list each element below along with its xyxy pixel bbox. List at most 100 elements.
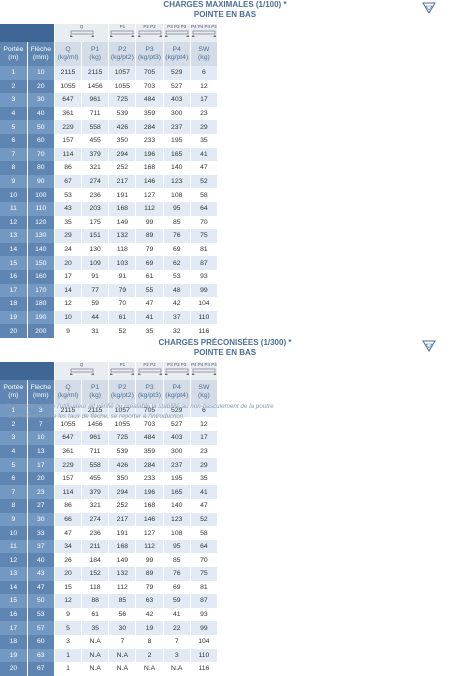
cell: 1055 [54,79,83,94]
data-row: 4 13 361 711 539 359 300 23 [0,444,219,459]
cell: 195 [163,471,191,486]
header-name: Q [65,46,71,53]
header-unit: (kg/ml) [57,391,79,399]
cell: 168 [135,499,164,513]
cell: 403 [163,431,191,445]
cell: 13 [27,444,55,459]
cell: 484 [135,431,164,445]
cell: 79 [135,580,164,595]
cell: 647 [54,431,83,445]
header-unit: (kg/pt2) [110,391,134,399]
cell: 53 [163,269,191,284]
cell: 43 [27,567,55,581]
triangle-icon [422,340,436,352]
cell: 23 [190,444,219,459]
cell: 69 [163,242,191,257]
cell: 43 [54,201,83,216]
cell: 79 [135,242,164,257]
triangle-icon [422,2,436,14]
cell: 539 [108,106,137,121]
cell: 63 [135,594,164,608]
cell: 361 [54,106,83,121]
cell: 8 [0,161,28,175]
cell: 229 [54,458,83,472]
data-row: 5 50 229 558 426 284 237 29 [0,120,219,134]
header-name: P3 [145,46,154,53]
cell: 112 [108,580,137,595]
cell: 70 [108,297,137,311]
header-unit: (kg/pt4) [165,391,189,399]
cell: 18 [0,297,28,311]
data-row: 14 47 15 118 112 79 69 81 [0,580,219,595]
cell: 63 [27,648,55,663]
cell: 69 [135,256,164,270]
cell: 50 [27,594,55,608]
data-row: 6 60 157 455 350 233 195 35 [0,133,219,148]
header-cell: P4 (kg/pt4) [163,379,191,404]
cell: 157 [54,471,83,486]
icon-cell [0,361,55,380]
cell: 7 [27,417,55,432]
cell: 300 [163,106,191,121]
icon-label: Q [79,24,84,29]
cell: 3 [163,648,191,663]
cell: 10 [0,526,28,540]
cell: 7 [0,147,28,162]
header-cell: P3 (kg/pt3) [135,42,164,66]
cell: 90 [27,174,55,189]
cell: 42 [135,607,164,622]
cell: 108 [163,526,191,540]
cell: 50 [27,120,55,134]
cell: 70 [27,147,55,162]
data-row: 8 27 86 321 252 168 140 47 [0,499,219,513]
cell: 132 [108,567,137,581]
header-cell: P2 (kg/pt2) [108,379,137,404]
cell: 85 [163,553,191,567]
header-unit: (mm) [32,391,49,399]
cell: 203 [81,201,110,216]
cell: 67 [54,174,83,189]
cell: 529 [163,403,191,418]
cell: N.A [108,648,137,663]
cell: 284 [135,120,164,134]
data-row: 2 20 1055 1456 1055 703 527 12 [0,79,219,94]
data-row: 2 7 1055 1456 1055 703 527 12 [0,417,219,432]
cell: 41 [190,147,219,162]
cell: 93 [190,269,219,284]
subtitle: POINTE EN BAS [193,10,257,19]
header-unit: (kg) [198,54,210,61]
data-row: 14 140 24 130 118 79 69 81 [0,242,219,257]
cell: 379 [81,147,110,162]
cell: 217 [108,174,137,189]
cell: 37 [163,310,191,325]
cell: 47 [190,499,219,513]
data-row: 10 33 47 236 191 127 108 58 [0,526,219,540]
cell: 191 [108,188,137,202]
header-cell: Flèche (mm) [27,379,55,404]
cell: 2 [135,648,164,663]
cell: 23 [190,106,219,121]
cell: 116 [190,662,219,676]
cell: 5 [54,621,83,635]
header-name: P4 [172,383,181,391]
data-row: 3 10 647 961 725 484 403 17 [0,431,219,445]
header-cell: Q (kg/ml) [54,42,83,66]
cell: 37 [27,539,55,554]
cell: 31 [81,324,110,338]
subtitle: POINTE EN BAS [193,347,257,357]
cell: 170 [27,283,55,298]
cell: 12 [0,553,28,567]
header-name: P2 [118,383,127,391]
cell: 17 [27,458,55,472]
icon-label: Q [79,361,84,367]
icon-cell: P3 P3 P3 [163,24,191,42]
footnotes: Sous réserve que l'utilisateur ait vérif… [6,402,274,422]
cell: 88 [81,594,110,608]
cell: 1 [54,648,83,663]
data-row: 10 100 53 236 191 127 108 58 [0,188,219,202]
cell: 529 [163,66,191,80]
cell: 58 [190,188,219,202]
cell: 359 [135,106,164,121]
cell: 52 [190,512,219,527]
cell: 10 [27,66,55,80]
